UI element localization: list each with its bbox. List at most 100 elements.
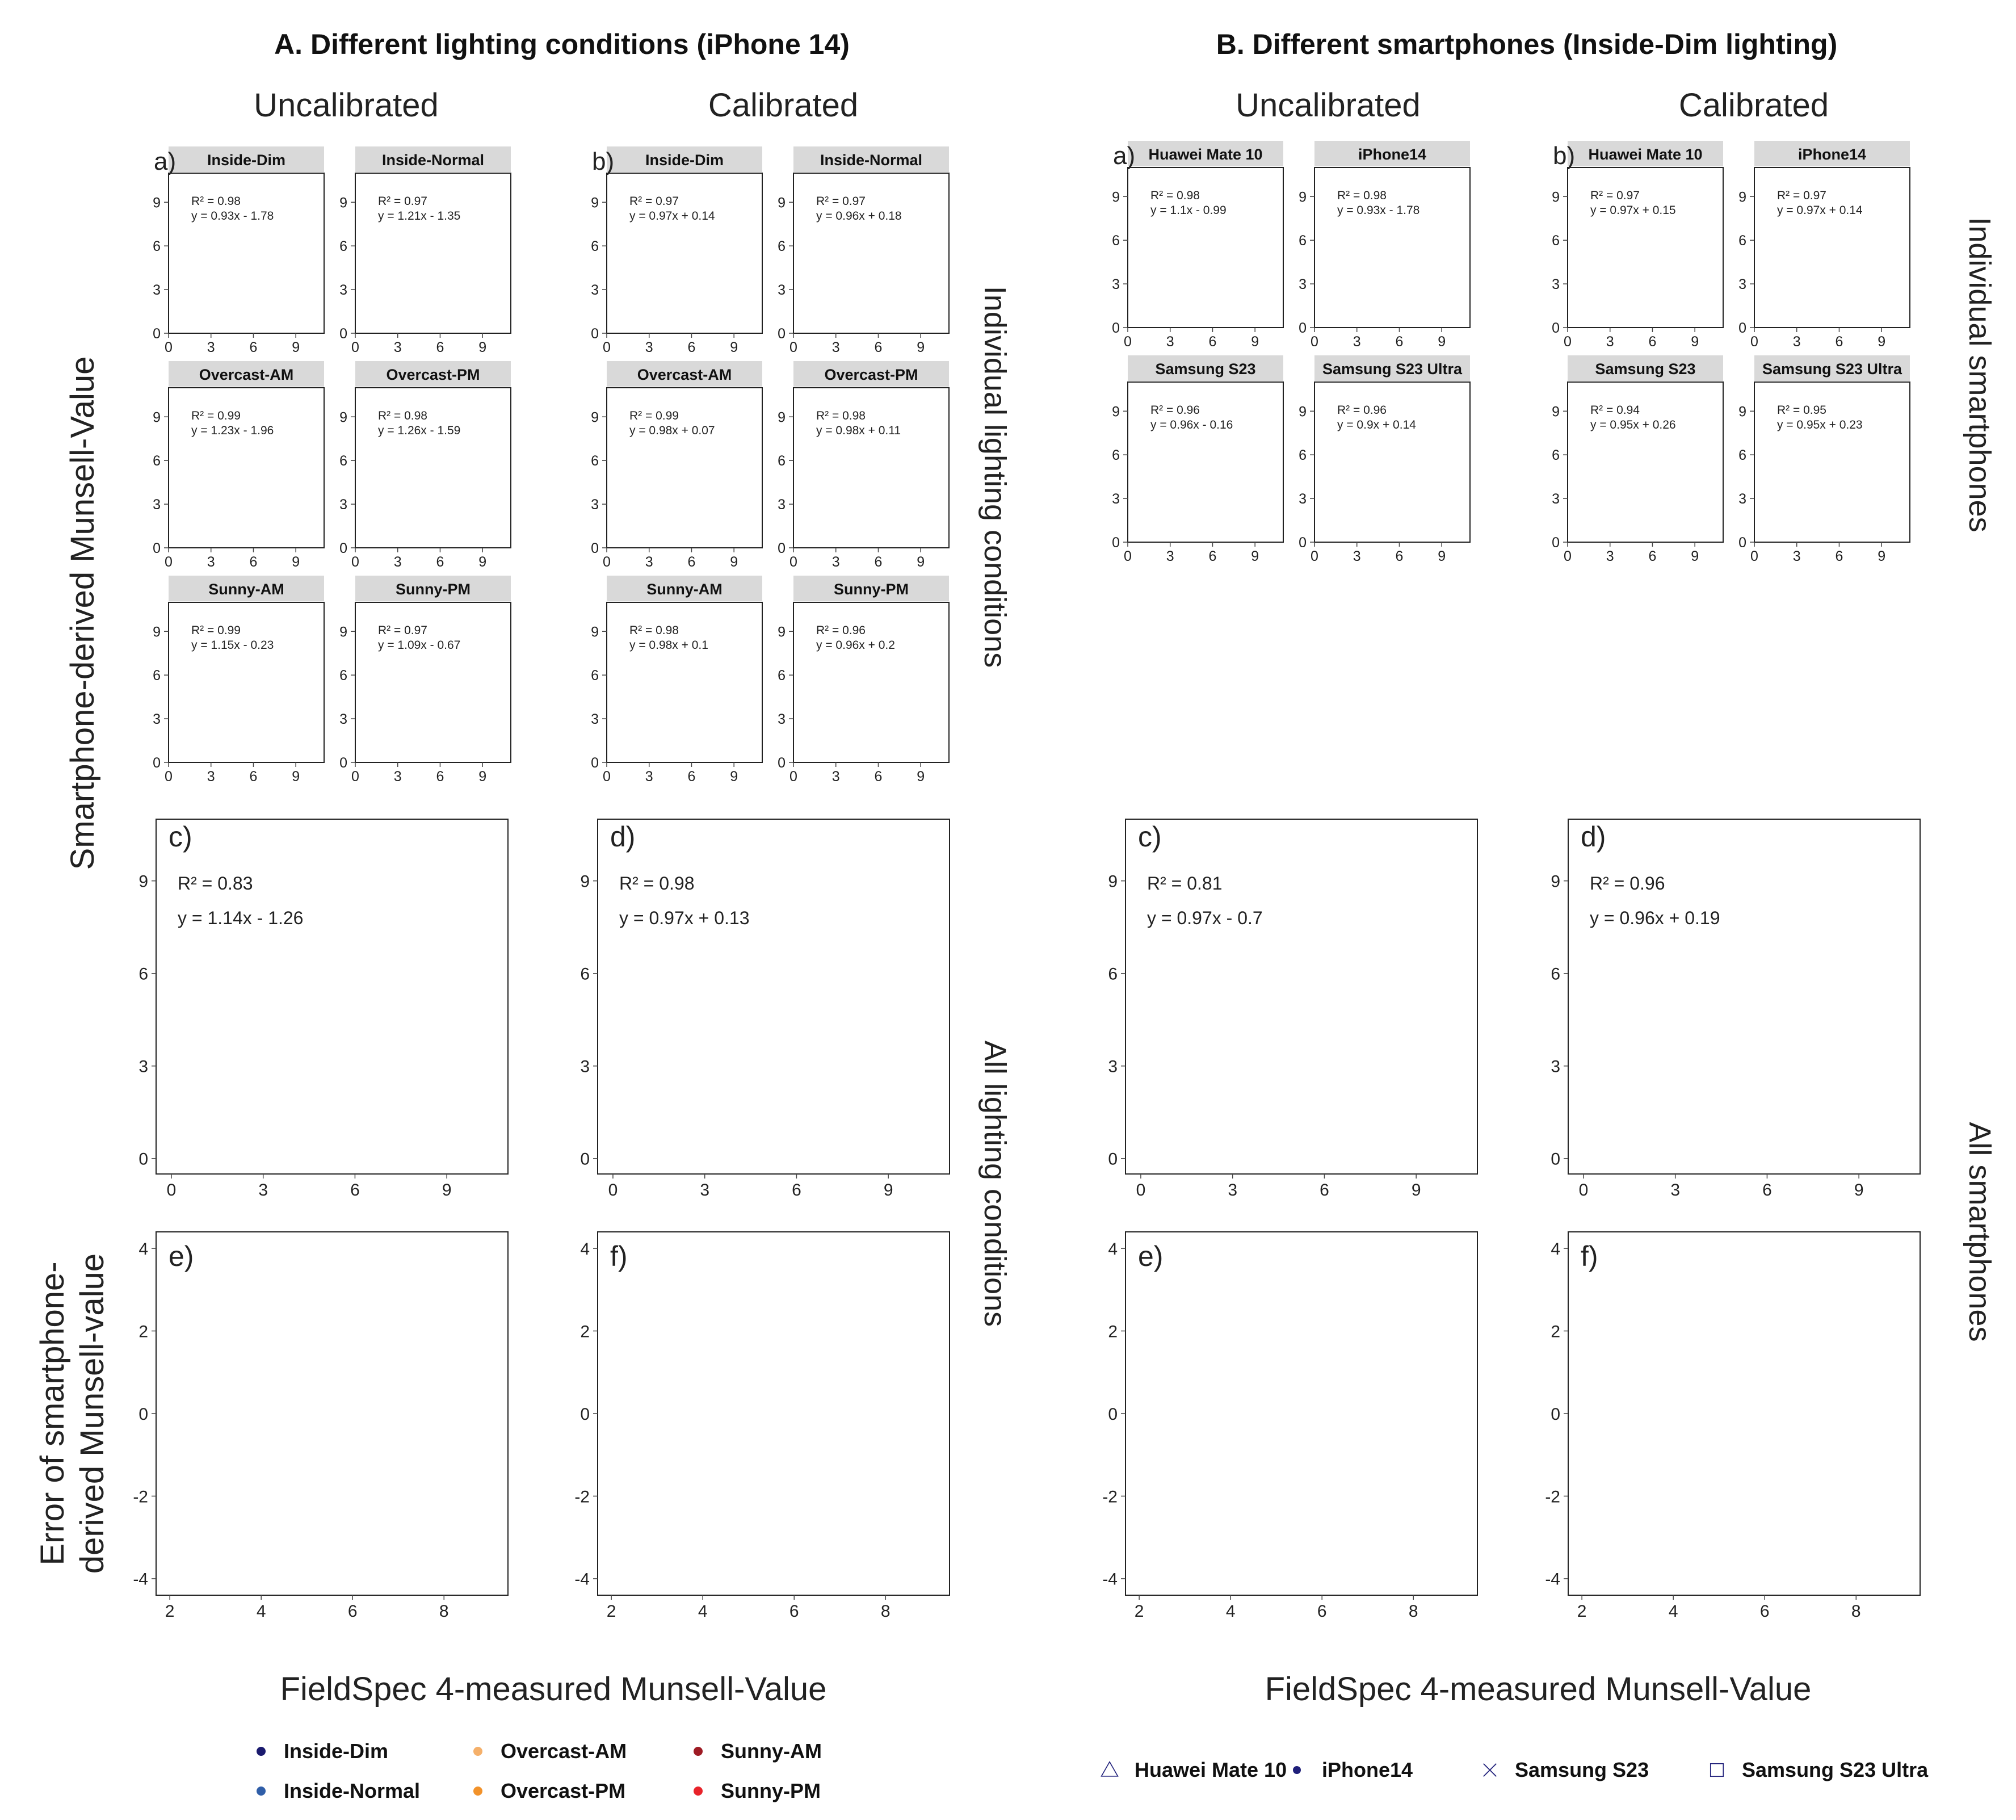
legend-item-overcast-am: Overcast-AM (473, 1739, 627, 1763)
facet-strip-bg (355, 146, 511, 172)
facet-strip-label: Samsung S23 (1595, 360, 1695, 378)
subtitle-b-cal: Calibrated (1679, 87, 1829, 124)
y-tick-label: 4 (1551, 1240, 1560, 1259)
x-tick-label: 0 (789, 769, 797, 785)
x-tick-label: 9 (292, 339, 300, 355)
error-A-f: 2 4 6 8 -4 -2 0 2 4 f) (574, 1231, 950, 1621)
y-tick-label: -4 (574, 1570, 590, 1589)
panel-frame (168, 602, 325, 763)
equation-label: y = 0.96x + 0.2 (816, 639, 895, 652)
y-tick-label: 0 (1299, 535, 1307, 551)
x-tick-label: 6 (792, 1181, 801, 1200)
x-tick-label: 2 (1135, 1602, 1144, 1621)
y-tick-label: 3 (1738, 276, 1746, 292)
legend-label: Sunny-PM (721, 1779, 821, 1802)
x-tick-label: 3 (1606, 548, 1614, 564)
panel-frame (1567, 167, 1724, 328)
panel-frame (156, 819, 509, 1175)
x-tick-label: 9 (1854, 1181, 1864, 1200)
x-tick-label: 9 (478, 769, 486, 785)
r2-label: R² = 0.96 (816, 624, 866, 637)
y-tick-label: 0 (778, 326, 786, 342)
y-tick-label: 6 (1108, 965, 1118, 984)
equation-label: y = 0.96x + 0.18 (816, 209, 902, 223)
y-tick-label: 9 (1738, 404, 1746, 420)
y-tick-label: 9 (778, 409, 786, 425)
equation-label: y = 0.98x + 0.11 (816, 424, 901, 437)
y-tick-label: 3 (339, 711, 347, 727)
equation-label: y = 0.96x - 0.16 (1150, 418, 1233, 431)
equation-label: y = 0.97x - 0.7 (1147, 908, 1263, 928)
facet-A-b-4: 0 3 6 9 0 3 6 9 R² = 0.98 y = 0.98x + 0.1 (591, 602, 763, 785)
legend-label: Inside-Normal (284, 1779, 420, 1802)
facet-strip: Sunny-AM (607, 576, 762, 601)
y-tick-label: 9 (591, 409, 599, 425)
y-tick-label: 0 (591, 755, 599, 771)
panel-letter: d) (1581, 821, 1606, 853)
equation-label: y = 0.95x + 0.26 (1590, 418, 1676, 431)
y-tick-label: 0 (778, 755, 786, 771)
facet-strip-label: Sunny-PM (396, 581, 471, 598)
panel-frame (1314, 381, 1471, 543)
y-tick-label: 9 (778, 624, 786, 640)
panel-letter: c) (1138, 821, 1162, 853)
y-tick-label: 9 (1551, 872, 1560, 891)
y-tick-label: 6 (339, 668, 347, 683)
facet-A-a-5: 0 3 6 9 0 3 6 9 R² = 0.97 y = 1.09x - 0.67 (339, 602, 511, 785)
facet-A-b-3: 0 3 6 9 0 3 6 9 R² = 0.98 y = 0.98x + 0.11 (778, 387, 950, 570)
facet-B-a-0: 0 3 6 9 0 3 6 9 R² = 0.98 y = 1.1x - 0.99 (1112, 167, 1284, 350)
x-tick-label: 0 (1124, 334, 1132, 350)
y-tick-label: 6 (153, 238, 161, 254)
y-tick-label: 9 (153, 624, 161, 640)
r2-label: R² = 0.99 (191, 624, 241, 637)
equation-label: y = 1.14x - 1.26 (178, 908, 303, 928)
y-tick-label: 3 (153, 711, 161, 727)
y-tick-label: 0 (138, 1150, 148, 1169)
legend-marker (1483, 1763, 1497, 1777)
panel-frame (355, 602, 511, 763)
legend-marker (257, 1747, 266, 1756)
y-tick-label: 9 (153, 195, 161, 211)
panel-frame (793, 173, 950, 334)
facet-strip: iPhone14 (1314, 141, 1470, 166)
y-tick-label: 9 (1552, 404, 1560, 420)
x-tick-label: 6 (1760, 1602, 1770, 1621)
y-tick-label: 9 (1299, 189, 1307, 205)
r2-label: R² = 0.83 (178, 873, 253, 894)
panel-frame (1567, 381, 1724, 543)
x-tick-label: 9 (730, 554, 738, 570)
facet-strip-label: Sunny-AM (208, 581, 284, 598)
title-a: A. Different lighting conditions (iPhone… (274, 28, 850, 60)
facet-strip-bg (1128, 141, 1283, 166)
facet-strip-bg (1568, 355, 1723, 381)
facet-strip: Samsung S23 Ultra (1754, 355, 1910, 381)
panel-letter: e) (1138, 1240, 1163, 1272)
x-tick-label: 0 (165, 554, 173, 570)
facet-strip-bg (607, 146, 762, 172)
legend-label: Samsung S23 (1515, 1758, 1649, 1781)
x-tick-label: 6 (348, 1602, 358, 1621)
equation-label: y = 0.98x + 0.1 (629, 639, 708, 652)
panel-frame (597, 1231, 950, 1596)
x-tick-label: 0 (1311, 548, 1318, 564)
panel-frame (168, 387, 325, 548)
y-tick-label: 3 (591, 497, 599, 513)
legend-marker (473, 1787, 482, 1796)
x-tick-label: 9 (442, 1181, 452, 1200)
y-tick-label: 9 (1112, 189, 1120, 205)
y-tick-label: 3 (153, 497, 161, 513)
side-label-individual-phones: Individual smartphones (1963, 217, 1997, 532)
legend-label: Samsung S23 Ultra (1742, 1758, 1929, 1781)
legend-marker (694, 1747, 703, 1756)
x-tick-label: 3 (832, 554, 840, 570)
facet-strip: Inside-Dim (607, 146, 762, 172)
r2-label: R² = 0.98 (191, 195, 241, 208)
y-tick-label: 3 (778, 711, 786, 727)
facet-B-b-0: 0 3 6 9 0 3 6 9 R² = 0.97 y = 0.97x + 0.15 (1552, 167, 1724, 350)
error-A-e: 2 4 6 8 -4 -2 0 2 4 e) (133, 1231, 509, 1621)
facet-strip: Samsung S23 (1128, 355, 1283, 381)
x-tick-label: 3 (1166, 548, 1174, 564)
panel-frame (1314, 167, 1471, 328)
y-tick-label: 0 (1738, 320, 1746, 336)
facet-strip-bg (1128, 355, 1283, 381)
